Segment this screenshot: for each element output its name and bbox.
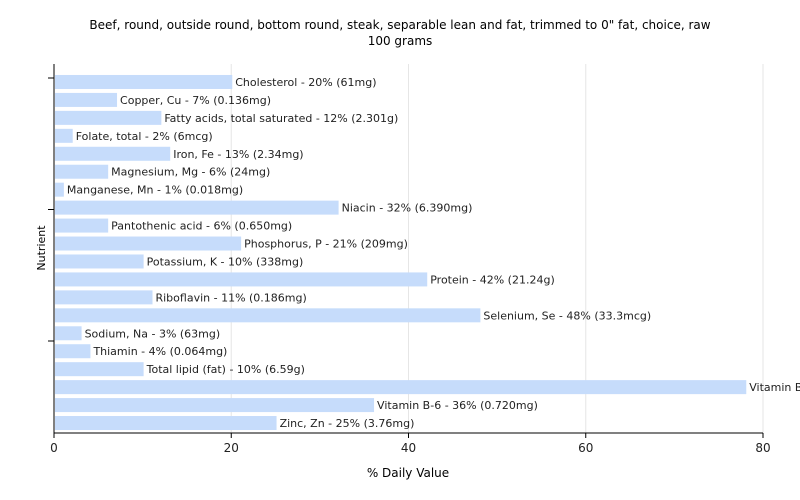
bar-label: Fatty acids, total saturated - 12% (2.30… bbox=[164, 112, 398, 125]
chart-title: Beef, round, outside round, bottom round… bbox=[89, 18, 711, 32]
bar bbox=[55, 236, 242, 251]
bar bbox=[55, 308, 481, 323]
bar-label: Pantothenic acid - 6% (0.650mg) bbox=[111, 220, 292, 233]
x-tick-label: 40 bbox=[401, 441, 416, 455]
bar-label: Sodium, Na - 3% (63mg) bbox=[85, 327, 221, 340]
bar-label: Copper, Cu - 7% (0.136mg) bbox=[120, 94, 271, 107]
chart-subtitle: 100 grams bbox=[367, 34, 433, 48]
x-axis-title: % Daily Value bbox=[367, 466, 449, 480]
bar-label: Protein - 42% (21.24g) bbox=[430, 273, 555, 286]
bar bbox=[55, 290, 153, 305]
bar bbox=[55, 254, 144, 269]
bar bbox=[55, 182, 64, 197]
bar bbox=[55, 128, 73, 143]
bar-label: Total lipid (fat) - 10% (6.59g) bbox=[146, 363, 305, 376]
bar-label: Vitamin B-12 - 78% (4.70mcg) bbox=[749, 381, 800, 394]
bar-label: Folate, total - 2% (6mcg) bbox=[76, 130, 213, 143]
bar-label: Riboflavin - 11% (0.186mg) bbox=[155, 291, 306, 304]
bar bbox=[55, 326, 82, 341]
bar bbox=[55, 344, 91, 359]
bar-label: Iron, Fe - 13% (2.34mg) bbox=[173, 148, 303, 161]
bar-label: Vitamin B-6 - 36% (0.720mg) bbox=[377, 399, 538, 412]
bar bbox=[55, 416, 277, 431]
y-axis-title: Nutrient bbox=[35, 225, 48, 271]
bar-label: Zinc, Zn - 25% (3.76mg) bbox=[280, 417, 415, 430]
bars: Cholesterol - 20% (61mg) Copper, Cu - 7% … bbox=[55, 74, 800, 431]
bar bbox=[55, 272, 428, 287]
x-tick-label: 60 bbox=[578, 441, 593, 455]
axes: 0 20 40 60 80 bbox=[48, 64, 771, 455]
bar bbox=[55, 110, 162, 125]
bar-label: Manganese, Mn - 1% (0.018mg) bbox=[67, 184, 243, 197]
bar-label: Potassium, K - 10% (338mg) bbox=[147, 255, 304, 268]
bar bbox=[55, 200, 339, 215]
bar-label: Niacin - 32% (6.390mg) bbox=[342, 202, 473, 215]
bar bbox=[55, 398, 375, 413]
bar bbox=[55, 74, 233, 89]
bar-label: Selenium, Se - 48% (33.3mcg) bbox=[483, 309, 651, 322]
bar-label: Phosphorus, P - 21% (209mg) bbox=[244, 238, 408, 251]
x-tick-label: 20 bbox=[224, 441, 239, 455]
bar bbox=[55, 146, 171, 161]
x-tick-label: 0 bbox=[50, 441, 58, 455]
bar-label: Thiamin - 4% (0.064mg) bbox=[92, 345, 227, 358]
bar bbox=[55, 380, 747, 395]
bar-label: Magnesium, Mg - 6% (24mg) bbox=[111, 166, 270, 179]
bar bbox=[55, 362, 144, 377]
bar-label: Cholesterol - 20% (61mg) bbox=[235, 76, 376, 89]
bar bbox=[55, 164, 109, 179]
bar bbox=[55, 92, 118, 107]
x-tick-label: 80 bbox=[755, 441, 770, 455]
bar bbox=[55, 218, 109, 233]
